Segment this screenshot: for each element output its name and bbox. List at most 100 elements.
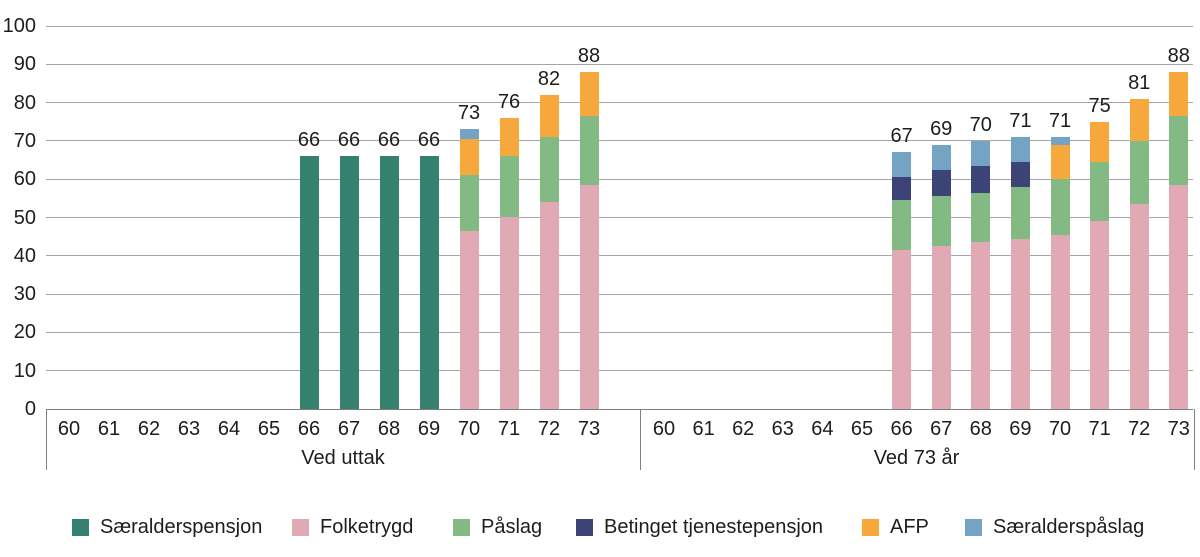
legend-item-p-slag: Påslag — [453, 516, 542, 539]
bar-total-label: 66 — [417, 129, 441, 152]
bar-segment-afp — [459, 138, 479, 176]
bar-segment-p-slag — [539, 137, 559, 203]
bar-total-label: 82 — [537, 67, 561, 90]
bar-segment-p-slag — [1050, 179, 1070, 235]
bar-total-label: 88 — [577, 44, 601, 67]
legend-label: Særalderspensjon — [100, 516, 263, 538]
bar-segment-p-slag — [1010, 186, 1030, 239]
bar-total-label: 67 — [890, 125, 913, 148]
bar-total-label: 66 — [337, 129, 361, 152]
bar-segment-folketrygd — [539, 202, 559, 409]
x-tick-label: 63 — [771, 418, 794, 440]
bar-segment-folketrygd — [971, 242, 991, 409]
x-tick-label: 71 — [1088, 418, 1111, 440]
bar — [971, 140, 991, 409]
bar — [299, 156, 319, 409]
legend-item-s-ralderspensjon: Særalderspensjon — [72, 516, 262, 539]
x-tick-label: 70 — [457, 418, 481, 440]
x-tick-label: 71 — [497, 418, 521, 440]
bar-segment-folketrygd — [1090, 221, 1110, 409]
bar-segment-afp — [1090, 121, 1110, 162]
bar-segment-folketrygd — [892, 250, 912, 409]
bar-segment-afp — [1169, 71, 1189, 116]
y-tick-label: 30 — [13, 283, 36, 306]
bar-segment-p-slag — [1129, 140, 1149, 205]
x-tick-label: 65 — [257, 418, 281, 440]
legend-item-folketrygd: Folketrygd — [292, 516, 413, 539]
gridline — [46, 178, 1193, 180]
bar — [1050, 137, 1070, 409]
y-tick-label: 60 — [13, 168, 36, 191]
bar — [459, 129, 479, 409]
bar-segment-betinget-tjenestepensjon — [931, 169, 951, 197]
bar-segment-afp — [1129, 98, 1149, 141]
bar — [499, 117, 519, 409]
x-tick-label: 66 — [890, 418, 913, 440]
x-tick-label: 72 — [1128, 418, 1151, 440]
bar-total-label: 69 — [930, 117, 953, 140]
x-tick-label: 73 — [577, 418, 601, 440]
bar-segment-betinget-tjenestepensjon — [971, 165, 991, 193]
bar-total-label: 75 — [1088, 94, 1111, 117]
bar-segment-s-raldersp-slag — [1010, 137, 1030, 162]
bar-segment-p-slag — [1169, 116, 1189, 185]
bar — [892, 152, 912, 409]
bar-segment-p-slag — [579, 116, 599, 185]
x-tick-label: 69 — [417, 418, 441, 440]
y-tick-label: 80 — [13, 91, 36, 114]
x-tick-label: 67 — [337, 418, 361, 440]
bar — [419, 156, 439, 409]
bar — [931, 144, 951, 409]
bar — [1090, 121, 1110, 409]
x-tick-label: 63 — [177, 418, 201, 440]
bar-segment-p-slag — [1090, 161, 1110, 222]
bar — [1129, 98, 1149, 409]
y-tick-label: 0 — [24, 398, 36, 420]
bar-segment-s-ralderspensjon — [379, 156, 399, 409]
legend-item-betinget-tjenestepensjon: Betinget tjenestepensjon — [576, 516, 823, 539]
x-tick-label: 64 — [217, 418, 241, 440]
bar-segment-s-ralderspensjon — [339, 156, 359, 409]
bar-segment-p-slag — [971, 192, 991, 243]
bar-segment-p-slag — [892, 200, 912, 251]
bar-segment-afp — [539, 94, 559, 138]
x-tick-label: 61 — [97, 418, 121, 440]
group-label: Ved 73 år — [873, 447, 960, 469]
x-tick-label: 64 — [811, 418, 834, 440]
legend-label: Betinget tjenestepensjon — [604, 516, 824, 538]
y-tick-label: 90 — [13, 53, 36, 76]
x-tick-label: 61 — [692, 418, 715, 440]
bar-segment-s-raldersp-slag — [931, 144, 951, 170]
y-tick-label: 40 — [13, 244, 36, 267]
bar-segment-afp — [1050, 144, 1070, 180]
gridline — [46, 102, 1193, 104]
x-tick-label: 62 — [137, 418, 161, 440]
bar-segment-folketrygd — [499, 217, 519, 409]
bar-segment-s-raldersp-slag — [892, 152, 912, 178]
legend-label: Folketrygd — [320, 516, 414, 538]
legend-swatch-s-ralderspensjon — [72, 519, 89, 536]
bar-segment-folketrygd — [931, 246, 951, 409]
x-tick-label: 70 — [1048, 418, 1072, 440]
bar-segment-s-raldersp-slag — [971, 140, 991, 166]
bar-segment-folketrygd — [1050, 234, 1070, 409]
x-tick-label: 66 — [297, 418, 321, 440]
bar-segment-afp — [579, 71, 599, 116]
bar-total-label: 71 — [1048, 110, 1072, 133]
x-tick-label: 65 — [850, 418, 874, 440]
legend-label: AFP — [890, 516, 929, 538]
legend-label: Påslag — [481, 516, 543, 538]
bar — [339, 156, 359, 409]
bar-total-label: 73 — [457, 102, 481, 125]
y-tick-label: 10 — [13, 359, 36, 382]
x-tick-label: 68 — [377, 418, 401, 440]
gridline — [46, 25, 1193, 27]
bar-total-label: 76 — [497, 90, 521, 113]
gridline — [46, 63, 1193, 65]
bar-segment-folketrygd — [459, 230, 479, 409]
x-tick-label: 60 — [57, 418, 81, 440]
y-tick-label: 20 — [13, 321, 36, 344]
x-tick-label: 73 — [1167, 418, 1190, 440]
bar-total-label: 88 — [1167, 44, 1190, 67]
gridline — [46, 255, 1193, 257]
